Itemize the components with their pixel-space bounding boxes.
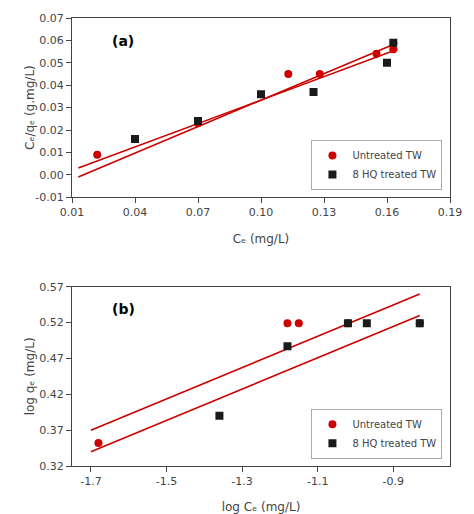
svg-text:0.47: 0.47 [39,352,64,365]
svg-text:0.01: 0.01 [60,206,85,219]
svg-text:(b): (b) [112,301,135,317]
svg-text:8 HQ treated TW: 8 HQ treated TW [352,169,436,180]
svg-text:Cₑ/qₑ (g.mg/L): Cₑ/qₑ (g.mg/L) [23,65,37,150]
svg-text:0.00: 0.00 [39,169,64,182]
svg-text:-1.5: -1.5 [156,475,177,488]
svg-text:0.06: 0.06 [39,34,64,47]
svg-text:-0.9: -0.9 [383,475,404,488]
svg-text:-1.1: -1.1 [307,475,328,488]
svg-text:0.57: 0.57 [39,281,64,294]
svg-text:0.37: 0.37 [39,424,64,437]
svg-text:Untreated TW: Untreated TW [352,150,421,161]
svg-text:0.03: 0.03 [39,101,64,114]
svg-text:0.04: 0.04 [123,206,148,219]
svg-text:0.42: 0.42 [39,388,64,401]
svg-text:0.07: 0.07 [186,206,211,219]
svg-text:0.19: 0.19 [438,206,463,219]
svg-text:0.07: 0.07 [39,12,64,25]
svg-text:0.52: 0.52 [39,316,64,329]
svg-text:(a): (a) [112,33,134,49]
svg-text:0.02: 0.02 [39,124,64,137]
svg-text:-0.01: -0.01 [35,191,63,204]
svg-text:0.16: 0.16 [375,206,400,219]
svg-text:log Cₑ (mg/L): log Cₑ (mg/L) [222,500,301,514]
svg-text:0.01: 0.01 [39,146,64,159]
svg-text:-1.3: -1.3 [231,475,252,488]
svg-text:0.32: 0.32 [39,460,64,473]
svg-text:Untreated TW: Untreated TW [352,419,421,430]
svg-text:0.04: 0.04 [39,79,64,92]
svg-text:Cₑ (mg/L): Cₑ (mg/L) [233,232,290,246]
svg-text:0.13: 0.13 [312,206,337,219]
svg-text:8 HQ treated TW: 8 HQ treated TW [352,438,436,449]
svg-text:log qₑ (mg/L): log qₑ (mg/L) [23,337,37,415]
svg-text:0.10: 0.10 [249,206,274,219]
svg-text:-1.7: -1.7 [80,475,101,488]
svg-text:0.05: 0.05 [39,57,64,70]
